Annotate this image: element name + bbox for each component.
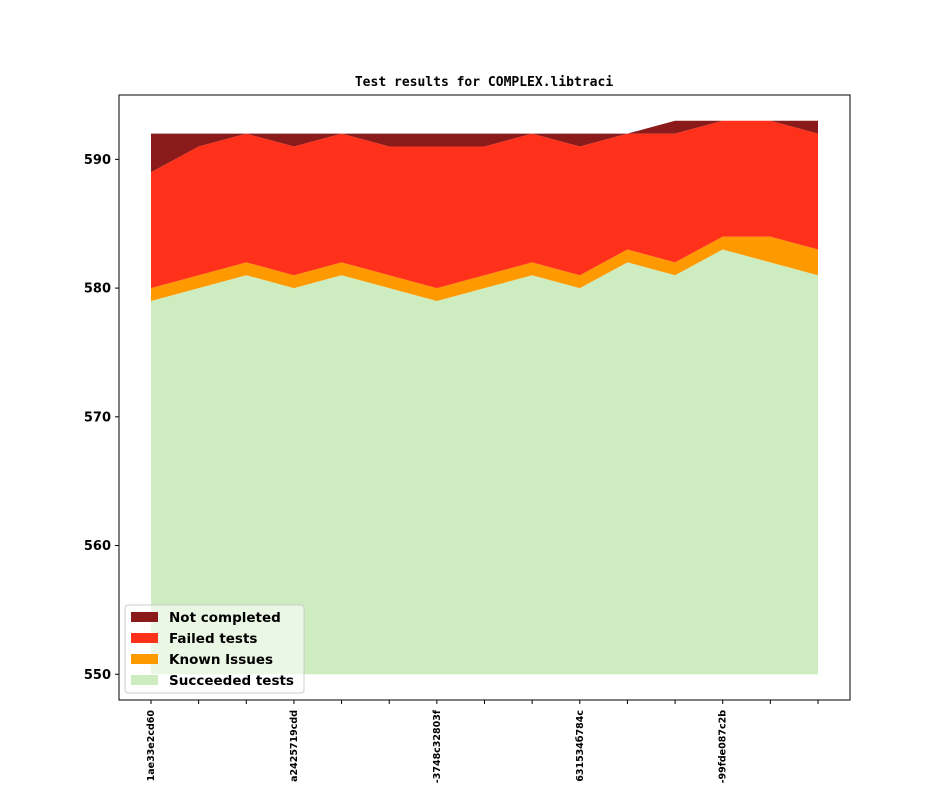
y-tick-label: 570 (84, 410, 111, 425)
legend: Not completed Failed tests Known Issues Suc… (124, 604, 305, 694)
y-tick-label: 550 (84, 668, 111, 683)
x-tick-label: a2425719cdd (289, 710, 300, 782)
legend-label-failed-tests: Failed tests (169, 631, 257, 647)
area-not-completed (151, 120, 818, 173)
legend-label-not-completed: Not completed (169, 610, 281, 626)
y-tick-label: 580 (84, 282, 111, 297)
x-tick-label: -99fde087c2b (718, 710, 729, 784)
legend-box (124, 604, 305, 694)
x-tick-label: -3748c32803f (432, 709, 443, 783)
chart-title: Test results for COMPLEX.libtraci (355, 75, 613, 90)
stacked-areas (151, 120, 818, 675)
legend-swatch-known-issues (131, 654, 158, 664)
area-succeeded-tests (151, 249, 818, 675)
y-axis: 550 560 570 580 590 (84, 153, 119, 683)
legend-swatch-succeeded-tests (131, 675, 158, 685)
area-failed-tests (151, 120, 818, 289)
area-known-issues (151, 236, 818, 301)
y-tick-label: 560 (84, 539, 111, 554)
legend-label-succeeded-tests: Succeeded tests (169, 673, 294, 689)
legend-swatch-failed-tests (131, 633, 158, 643)
x-tick-label: 1ae33e2cd60 (146, 710, 157, 782)
y-tick-label: 590 (84, 153, 111, 168)
legend-swatch-not-completed (131, 612, 158, 622)
x-axis: 1ae33e2cd60 a2425719cdd -3748c32803f 631534… (146, 700, 819, 784)
x-tick-label: 631534б784c (575, 710, 586, 782)
legend-label-known-issues: Known Issues (169, 652, 273, 668)
